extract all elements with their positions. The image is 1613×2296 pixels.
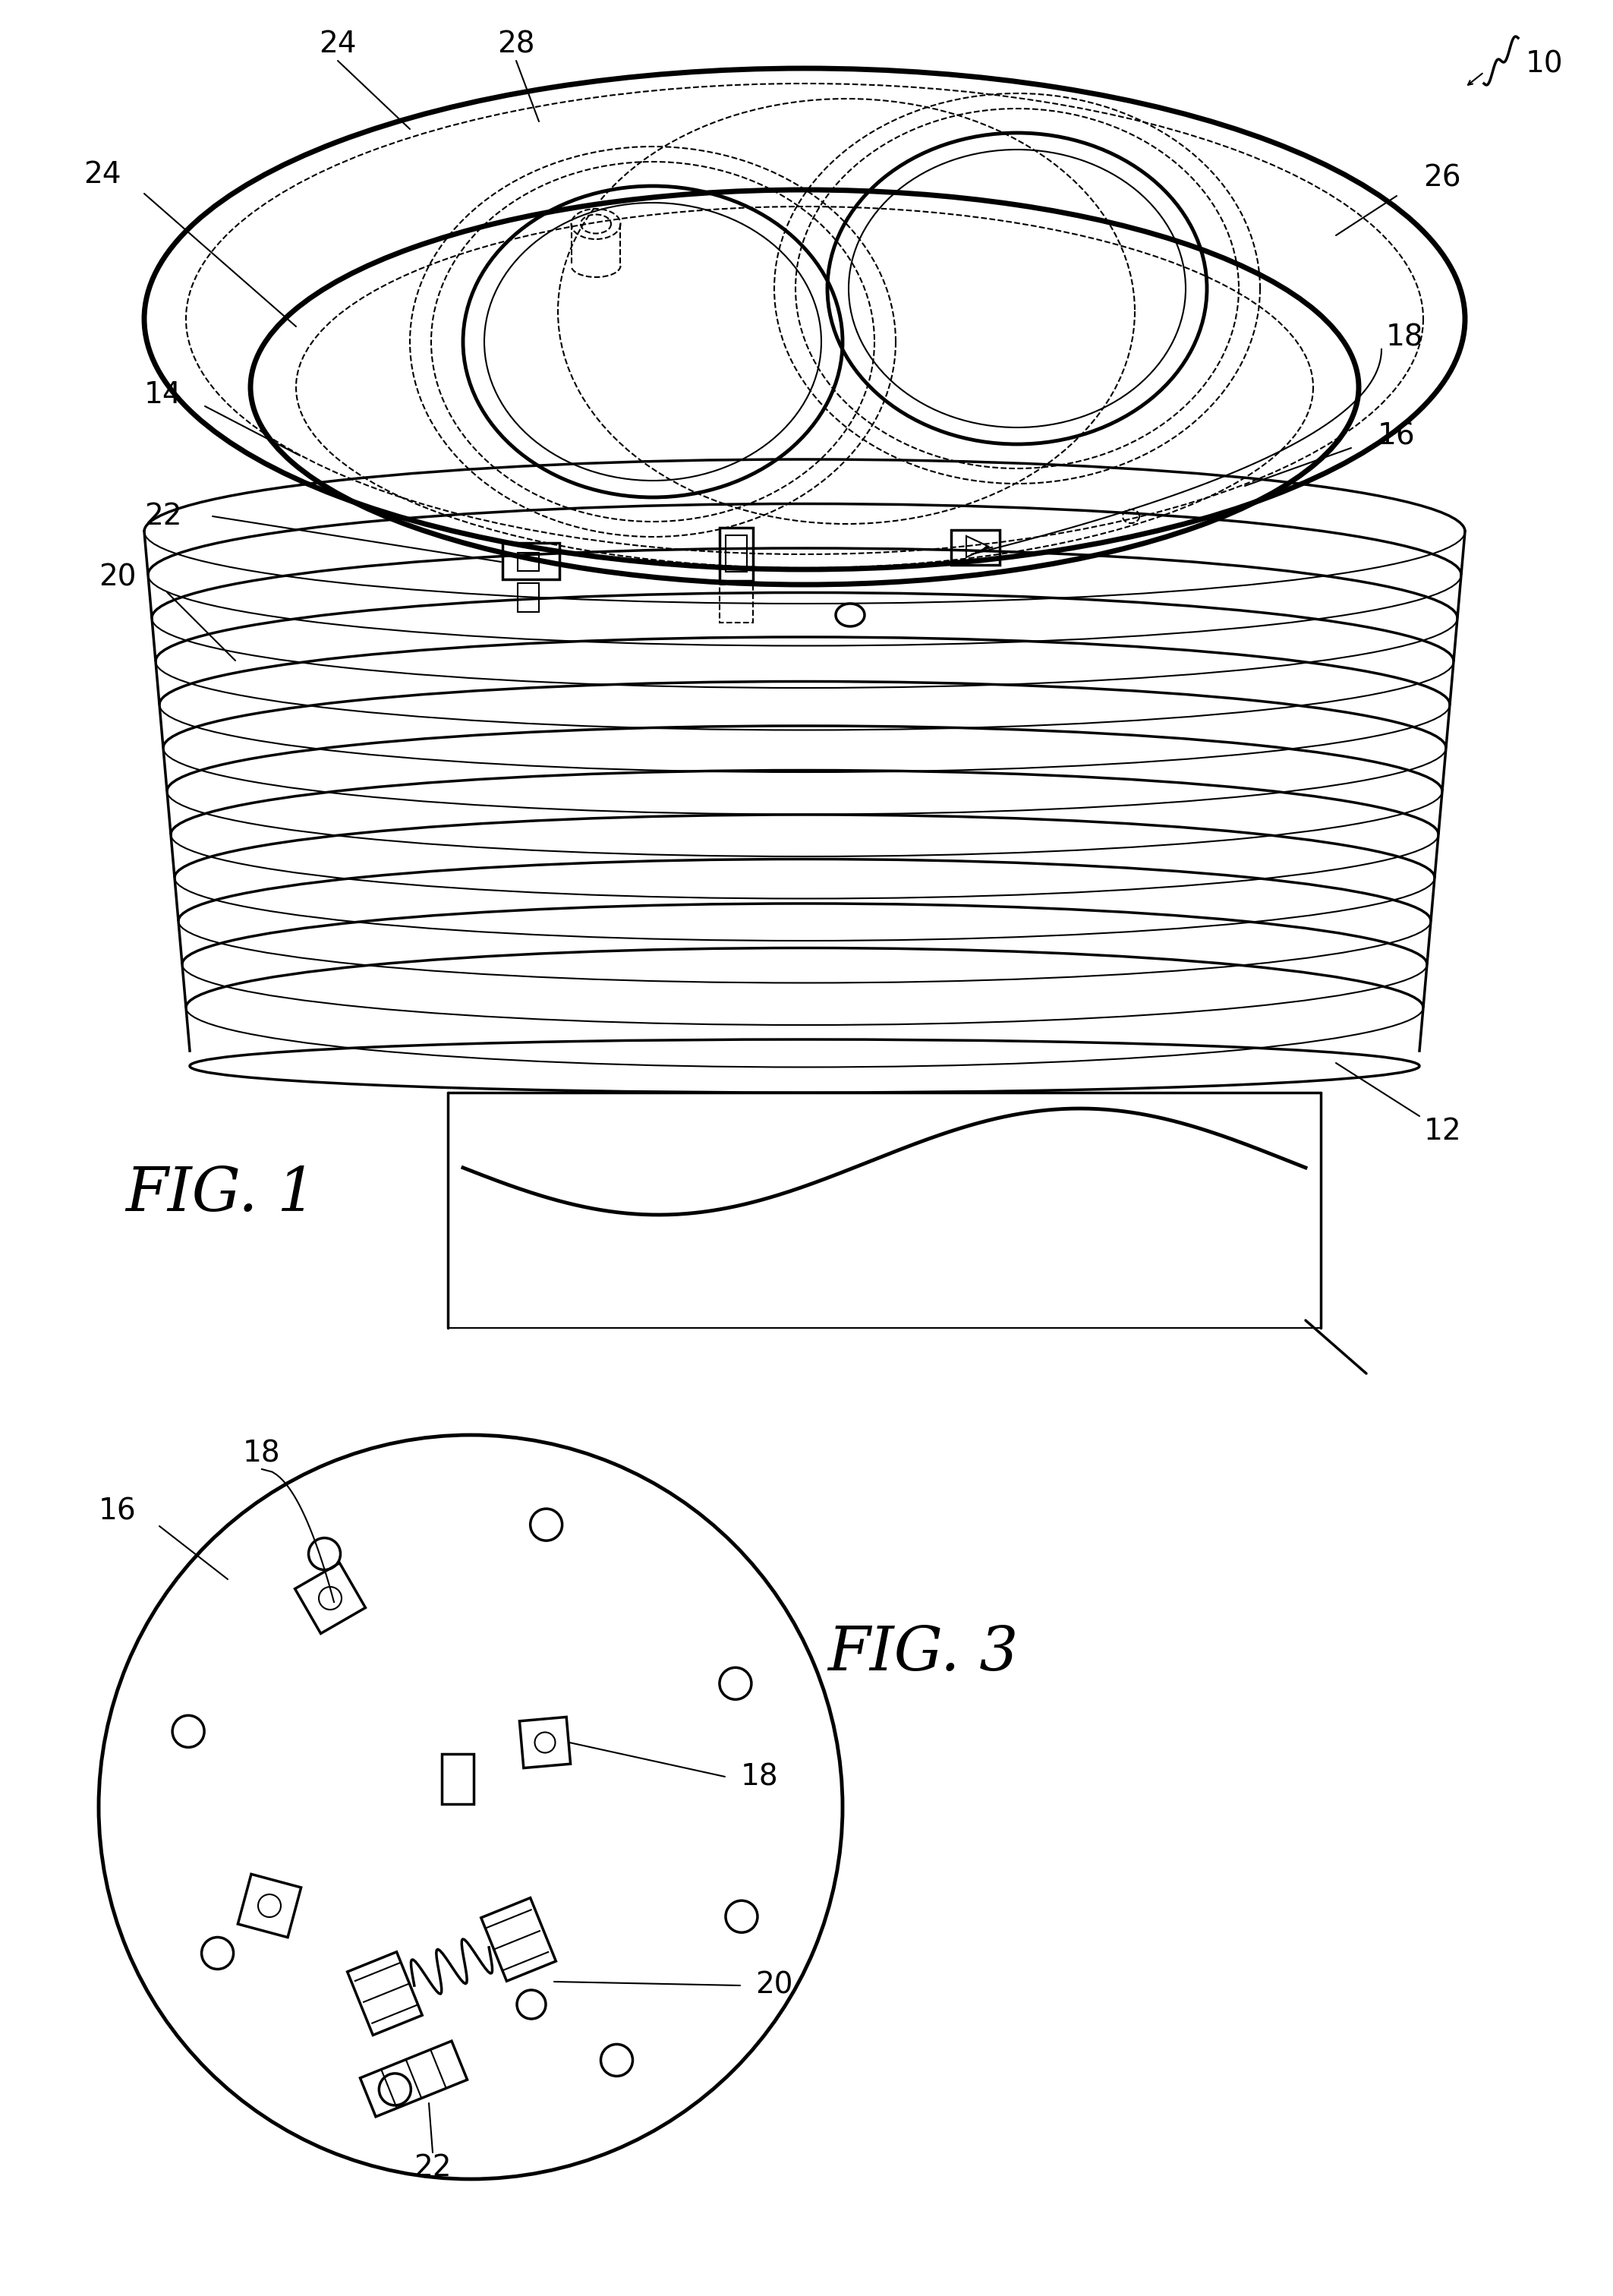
Text: 26: 26 (1423, 163, 1461, 193)
Text: 14: 14 (145, 381, 182, 409)
Bar (518, 553, 539, 572)
Text: 24: 24 (84, 161, 121, 188)
Bar (719, 528, 753, 581)
Text: 22: 22 (145, 503, 182, 530)
Bar (442, 1754, 474, 1805)
Text: 20: 20 (98, 563, 137, 592)
Bar (952, 530, 1000, 565)
Text: 12: 12 (1423, 1116, 1461, 1146)
Bar (726, 535, 747, 572)
Text: 16: 16 (1378, 422, 1416, 450)
Bar (518, 583, 539, 613)
Text: 20: 20 (755, 1970, 794, 2000)
Text: 22: 22 (415, 2154, 452, 2181)
Text: 18: 18 (244, 1440, 281, 1469)
Text: 10: 10 (1526, 51, 1563, 78)
Bar (503, 542, 560, 579)
Text: 18: 18 (1386, 324, 1423, 351)
Text: 18: 18 (740, 1763, 777, 1791)
Text: 28: 28 (497, 30, 536, 57)
Text: 16: 16 (98, 1497, 137, 1525)
Text: 24: 24 (319, 30, 356, 57)
Text: FIG. 3: FIG. 3 (827, 1623, 1018, 1683)
Bar (719, 585, 753, 622)
Text: FIG. 1: FIG. 1 (126, 1164, 316, 1224)
